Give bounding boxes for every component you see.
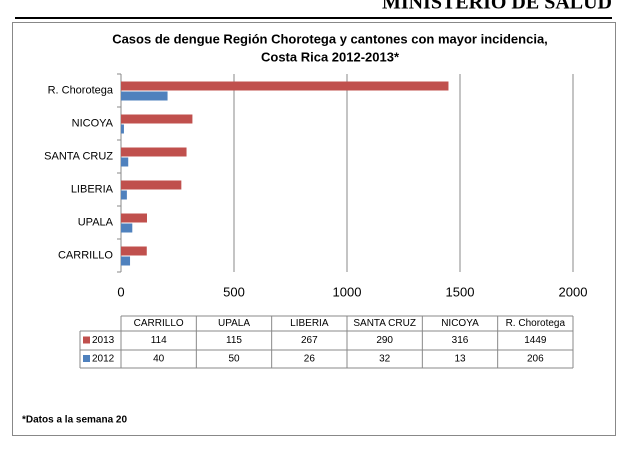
x-tick-label: 1500 (446, 284, 475, 299)
y-tick-label: LIBERIA (71, 183, 114, 195)
table-header: UPALA (218, 318, 250, 329)
bar (121, 180, 182, 190)
bar (121, 223, 133, 233)
y-tick-label: UPALA (78, 216, 114, 228)
table-cell: 40 (153, 354, 165, 365)
ministry-header: MINISTERIO DE SALUD (382, 0, 612, 14)
legend-label: 2012 (92, 354, 115, 365)
table-cell: 26 (304, 354, 316, 365)
table-header: CARRILLO (134, 318, 184, 329)
y-tick-label: SANTA CRUZ (44, 150, 113, 162)
table-cell: 115 (226, 335, 242, 346)
bar (121, 124, 124, 134)
bar (121, 81, 449, 91)
table-cell: 114 (151, 335, 167, 346)
table-cell: 267 (301, 335, 318, 346)
legend-swatch (83, 355, 90, 362)
footnote: *Datos a la semana 20 (22, 415, 127, 426)
table-header: SANTA CRUZ (353, 318, 416, 329)
table-cell: 32 (379, 354, 391, 365)
table-cell: 290 (376, 335, 393, 346)
chart-title: Costa Rica 2012-2013* (261, 49, 400, 64)
legend-label: 2013 (92, 335, 115, 346)
bar (121, 157, 129, 167)
table-cell: 316 (452, 335, 469, 346)
table-header: NICOYA (441, 318, 479, 329)
bar (121, 213, 147, 223)
chart-title: Casos de dengue Región Chorotega y canto… (112, 31, 548, 46)
bar (121, 147, 187, 157)
bar (121, 190, 127, 200)
x-tick-label: 2000 (559, 284, 588, 299)
y-tick-label: NICOYA (72, 117, 114, 129)
bar (121, 91, 168, 101)
table-cell: 206 (527, 354, 544, 365)
table-header: R. Chorotega (506, 318, 566, 329)
chart-frame (12, 22, 616, 436)
bar (121, 246, 147, 256)
table-cell: 13 (454, 354, 466, 365)
table-cell: 1449 (524, 335, 547, 346)
bar (121, 114, 193, 124)
bar (121, 256, 131, 266)
x-tick-label: 1000 (333, 284, 362, 299)
legend-swatch (83, 336, 90, 344)
y-tick-label: CARRILLO (58, 249, 113, 261)
x-tick-label: 0 (117, 284, 124, 299)
y-tick-label: R. Chorotega (48, 84, 114, 96)
x-tick-label: 500 (223, 284, 245, 299)
table-cell: 50 (228, 354, 240, 365)
table-header: LIBERIA (290, 318, 329, 329)
